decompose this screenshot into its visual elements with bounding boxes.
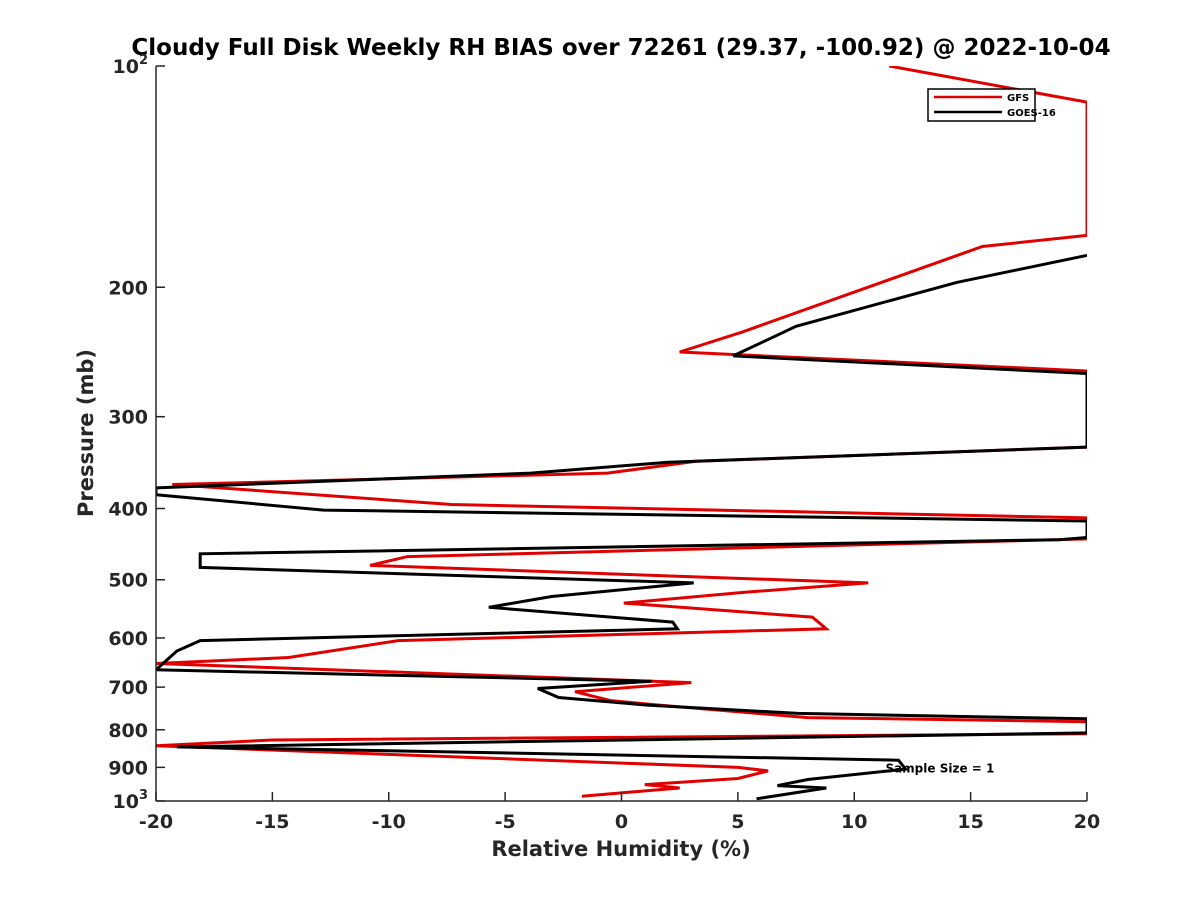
- legend-label-gfs: GFS: [1007, 93, 1029, 104]
- x-ticks: -20 -15 -10 -5 0 5 10 15 20: [139, 792, 1100, 833]
- y-tick-label: 500: [108, 570, 148, 592]
- x-tick-label: -10: [372, 811, 406, 833]
- series-layer: [156, 66, 1087, 801]
- y-ticks: 102 200 300 400 500 600 700 800 900 103: [108, 53, 165, 813]
- legend: GFS GOES-16: [927, 88, 1056, 122]
- series-line-goes16: [156, 253, 1087, 801]
- series-line-gfs: [156, 66, 1087, 798]
- y-tick-label: 700: [108, 677, 148, 699]
- x-tick-label: -15: [255, 811, 289, 833]
- x-tick-label: -20: [139, 811, 173, 833]
- x-tick-label: -5: [495, 811, 516, 833]
- x-tick-label: 10: [841, 811, 867, 833]
- chart-title: Cloudy Full Disk Weekly RH BIAS over 722…: [131, 35, 1110, 61]
- x-tick-label: 15: [957, 811, 983, 833]
- legend-label-goes16: GOES-16: [1007, 108, 1056, 119]
- x-axis-label: Relative Humidity (%): [491, 837, 750, 861]
- y-tick-label: 200: [108, 277, 148, 299]
- y-tick-label: 600: [108, 628, 148, 650]
- x-tick-label: 0: [615, 811, 628, 833]
- y-tick-label: 103: [113, 788, 149, 813]
- legend-box: [927, 88, 1036, 122]
- y-tick-label: 400: [108, 499, 148, 521]
- x-tick-label: 20: [1074, 811, 1100, 833]
- y-tick-label: 102: [113, 53, 149, 78]
- sample-size-annotation: Sample Size = 1: [885, 761, 994, 775]
- x-tick-label: 5: [731, 811, 744, 833]
- y-axis-label: Pressure (mb): [74, 349, 98, 517]
- y-tick-label: 300: [108, 407, 148, 429]
- y-tick-label: 800: [108, 720, 148, 742]
- y-tick-label: 900: [108, 757, 148, 779]
